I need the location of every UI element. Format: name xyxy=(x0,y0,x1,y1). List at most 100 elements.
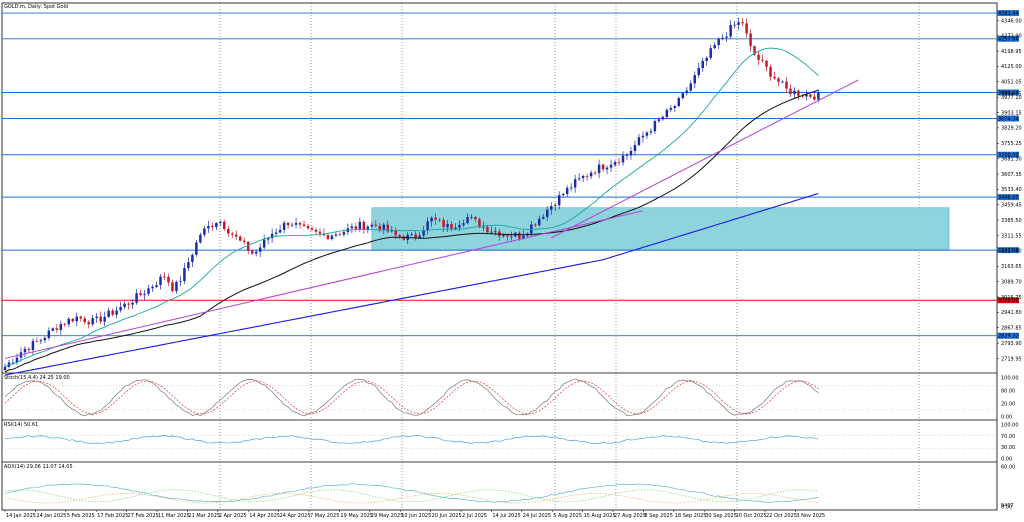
candle-body xyxy=(71,318,75,322)
candle-body xyxy=(246,241,250,251)
candle-body xyxy=(534,224,537,226)
candle-body xyxy=(637,137,641,145)
candle-body xyxy=(681,93,685,99)
x-tick-label: 21 Mar 2025 xyxy=(188,513,220,519)
candle-body xyxy=(617,161,621,163)
candle-body xyxy=(729,24,732,37)
candle-body xyxy=(374,224,378,226)
candle-body xyxy=(95,316,98,319)
stoch-label: Stoch(15,4,4) 24.25 19.00 xyxy=(4,375,70,381)
candle-body xyxy=(119,307,122,311)
candle-body xyxy=(219,221,222,224)
candle-body xyxy=(809,94,812,97)
price-level-tag xyxy=(997,115,1019,122)
stoch-tick-label: 100.00 xyxy=(1001,376,1019,382)
x-tick-label: 27 Feb 2025 xyxy=(128,513,159,519)
x-tick-label: 5 Aug 2025 xyxy=(553,513,582,519)
y-tick-label: 3681.30 xyxy=(1001,156,1022,162)
rsi-tick-label: 100.00 xyxy=(1001,423,1019,429)
y-tick-label: 2793.90 xyxy=(1001,341,1022,347)
candle-body xyxy=(486,226,489,233)
candle-body xyxy=(478,219,481,228)
x-tick-label: 18 Sep 2025 xyxy=(675,513,707,519)
candle-body xyxy=(665,109,669,117)
rsi-label: RSI(14) 50.61 xyxy=(4,422,38,428)
candle-body xyxy=(127,303,130,305)
candle-body xyxy=(717,38,720,46)
candle-body xyxy=(669,107,673,110)
x-tick-label: 20 Jun 2025 xyxy=(432,513,462,519)
candle-body xyxy=(115,310,118,315)
price-level-label: 3700.00 xyxy=(998,153,1019,159)
candle-body xyxy=(805,94,808,97)
candle-body xyxy=(171,282,174,292)
candle-body xyxy=(470,216,473,218)
candle-body xyxy=(386,224,389,232)
candle-body xyxy=(59,324,63,330)
candle-body xyxy=(382,224,386,230)
candle-body xyxy=(749,33,752,47)
candle-body xyxy=(613,161,617,165)
candle-body xyxy=(27,348,31,351)
x-tick-label: 15 Aug 2025 xyxy=(584,513,616,519)
x-tick-label: 14 Jan 2025 xyxy=(6,513,36,519)
y-tick-label: 3903.15 xyxy=(1001,110,1022,116)
candle-body xyxy=(398,234,401,237)
candle-body xyxy=(370,224,374,227)
candle-body xyxy=(737,22,740,25)
candle-body xyxy=(773,76,776,79)
x-tick-label: 5 Feb 2025 xyxy=(67,513,95,519)
candle-body xyxy=(725,36,728,38)
candle-body xyxy=(11,362,15,364)
stoch-tick-label: 80.00 xyxy=(1001,389,1015,395)
y-tick-label: 2719.95 xyxy=(1001,356,1022,362)
candle-body xyxy=(294,222,298,225)
candle-body xyxy=(314,229,318,232)
candle-body xyxy=(67,318,71,325)
y-tick-label: 3755.25 xyxy=(1001,141,1022,147)
candle-body xyxy=(442,219,445,228)
price-level-label: 4257.84 xyxy=(998,37,1019,43)
candle-body xyxy=(605,167,609,170)
adx-label: ADX(14) 29.06 11.07 14.05 xyxy=(4,464,73,470)
candle-body xyxy=(733,24,736,26)
rsi-line xyxy=(4,435,819,445)
adx-tick-label: 0.00 xyxy=(1001,505,1012,511)
candle-body xyxy=(573,179,577,188)
candle-body xyxy=(215,223,218,228)
di-minus-line xyxy=(4,493,819,504)
price-level-tag xyxy=(997,297,1019,304)
y-tick-label: 4346.00 xyxy=(1001,18,1022,24)
candle-body xyxy=(167,276,170,283)
candle-body xyxy=(330,235,334,240)
candle-body xyxy=(227,228,230,234)
candle-body xyxy=(797,90,800,96)
candle-body xyxy=(111,310,114,315)
rsi-tick-label: 30.00 xyxy=(1001,445,1015,451)
candle-body xyxy=(414,234,417,238)
candle-body xyxy=(553,205,557,207)
price-level-tag xyxy=(997,332,1019,339)
candle-body xyxy=(490,231,493,233)
candle-body xyxy=(621,155,625,163)
candle-body xyxy=(390,230,393,232)
candle-body xyxy=(482,226,485,228)
candle-body xyxy=(657,119,661,122)
candle-body xyxy=(649,131,653,133)
y-tick-label: 3015.75 xyxy=(1001,295,1022,301)
candle-body xyxy=(75,316,79,322)
candle-body xyxy=(585,175,589,177)
candle-body xyxy=(310,228,314,230)
x-tick-label: 11 Mar 2025 xyxy=(158,513,190,519)
candle-body xyxy=(211,226,214,228)
candle-body xyxy=(538,218,541,226)
candle-body xyxy=(813,96,816,100)
candle-body xyxy=(270,233,274,239)
candle-body xyxy=(254,251,258,254)
candle-body xyxy=(23,348,27,353)
price-level-tag xyxy=(997,247,1019,254)
candle-body xyxy=(510,236,513,238)
y-tick-label: 3607.35 xyxy=(1001,172,1022,178)
price-level-label: 3874.34 xyxy=(998,116,1019,122)
candle-body xyxy=(474,216,477,220)
